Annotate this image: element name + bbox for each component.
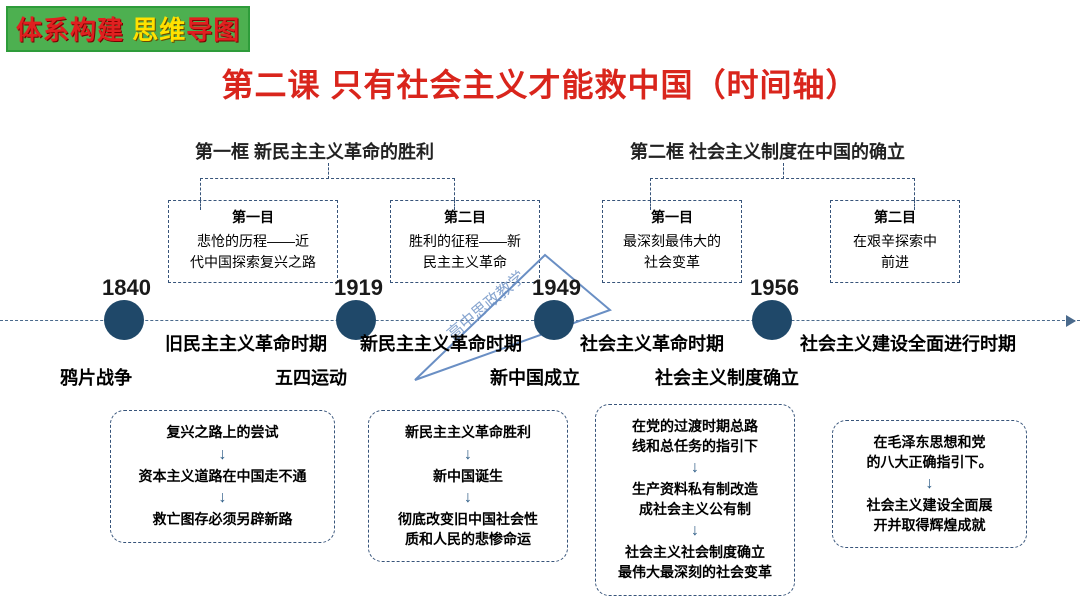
period-label: 旧民主主义革命时期 [165, 330, 327, 356]
bottom-box-line: 在党的过渡时期总路 [606, 417, 784, 437]
bottom-box-line: 救亡图存必须另辟新路 [121, 510, 324, 530]
frame1-bracket [200, 178, 455, 200]
arrow-down-icon: ↓ [379, 490, 557, 506]
section2-l1: 胜利的征程——新 [401, 231, 529, 253]
bottom-box-line: 的八大正确指引下。 [843, 453, 1016, 473]
frame1-title: 第一框 新民主主义革命的胜利 [195, 138, 434, 164]
period-label: 社会主义革命时期 [580, 330, 724, 356]
bottom-box-line: 开并取得辉煌成就 [843, 516, 1016, 536]
section3-box: 第一目 最深刻最伟大的 社会变革 [602, 200, 742, 283]
banner-part3: 导图 [186, 15, 240, 45]
banner: 体系构建 思维导图 [6, 6, 250, 52]
year-label: 1919 [334, 275, 383, 301]
bottom-box-1: 复兴之路上的尝试 ↓ 资本主义道路在中国走不通 ↓ 救亡图存必须另辟新路 [110, 410, 335, 543]
page-title: 第二课 只有社会主义才能救中国（时间轴） [0, 60, 1080, 106]
section1-box: 第一目 悲怆的历程——近 代中国探索复兴之路 [168, 200, 338, 283]
timeline-dot [104, 300, 144, 340]
bottom-box-line: 新民主主义革命胜利 [379, 423, 557, 443]
section4-l1: 在艰辛探索中 [841, 231, 949, 253]
bottom-box-line: 新中国诞生 [379, 467, 557, 487]
arrow-down-icon: ↓ [379, 447, 557, 463]
bottom-box-4: 在毛泽东思想和党的八大正确指引下。 ↓ 社会主义建设全面展开并取得辉煌成就 [832, 420, 1027, 548]
frame2-title: 第二框 社会主义制度在中国的确立 [630, 138, 905, 164]
section4-hd: 第二目 [841, 207, 949, 229]
section1-l2: 代中国探索复兴之路 [179, 252, 327, 274]
arrow-down-icon: ↓ [606, 523, 784, 539]
arrow-down-icon: ↓ [121, 490, 324, 506]
arrow-down-icon: ↓ [843, 476, 1016, 492]
section2-box: 第二目 胜利的征程——新 民主主义革命 [390, 200, 540, 283]
banner-part2: 思维 [132, 15, 186, 45]
bottom-box-line: 彻底改变旧中国社会性 [379, 510, 557, 530]
bottom-box-line: 在毛泽东思想和党 [843, 433, 1016, 453]
section3-hd: 第一目 [613, 207, 731, 229]
bottom-box-line: 质和人民的悲惨命运 [379, 530, 557, 550]
bottom-box-line: 最伟大最深刻的社会变革 [606, 563, 784, 583]
bottom-box-line: 生产资料私有制改造 [606, 480, 784, 500]
section3-l2: 社会变革 [613, 252, 731, 274]
section3-l1: 最深刻最伟大的 [613, 231, 731, 253]
section4-box: 第二目 在艰辛探索中 前进 [830, 200, 960, 283]
event-label: 鸦片战争 [60, 364, 132, 390]
year-label: 1840 [102, 275, 151, 301]
bottom-box-line: 社会主义建设全面展 [843, 496, 1016, 516]
period-label: 新民主主义革命时期 [360, 330, 522, 356]
event-label: 五四运动 [275, 364, 347, 390]
arrow-down-icon: ↓ [606, 460, 784, 476]
arrow-down-icon: ↓ [121, 447, 324, 463]
section1-l1: 悲怆的历程——近 [179, 231, 327, 253]
bottom-box-line: 复兴之路上的尝试 [121, 423, 324, 443]
bottom-box-line: 资本主义道路在中国走不通 [121, 467, 324, 487]
timeline-dot [534, 300, 574, 340]
bottom-box-line: 线和总任务的指引下 [606, 437, 784, 457]
section1-hd: 第一目 [179, 207, 327, 229]
bottom-box-2: 新民主主义革命胜利 ↓ 新中国诞生 ↓ 彻底改变旧中国社会性质和人民的悲惨命运 [368, 410, 568, 562]
frame2-bracket [650, 178, 915, 200]
section2-l2: 民主主义革命 [401, 252, 529, 274]
section4-l2: 前进 [841, 252, 949, 274]
timeline-dot [752, 300, 792, 340]
year-label: 1956 [750, 275, 799, 301]
bottom-box-line: 社会主义社会制度确立 [606, 543, 784, 563]
banner-part1: 体系构建 [16, 15, 124, 45]
year-label: 1949 [532, 275, 581, 301]
event-label: 新中国成立 [490, 364, 580, 390]
event-label: 社会主义制度确立 [655, 364, 799, 390]
bottom-box-line: 成社会主义公有制 [606, 500, 784, 520]
period-label: 社会主义建设全面进行时期 [800, 330, 1016, 356]
bottom-box-3: 在党的过渡时期总路线和总任务的指引下 ↓ 生产资料私有制改造成社会主义公有制 ↓ 社会主… [595, 404, 795, 596]
section2-hd: 第二目 [401, 207, 529, 229]
